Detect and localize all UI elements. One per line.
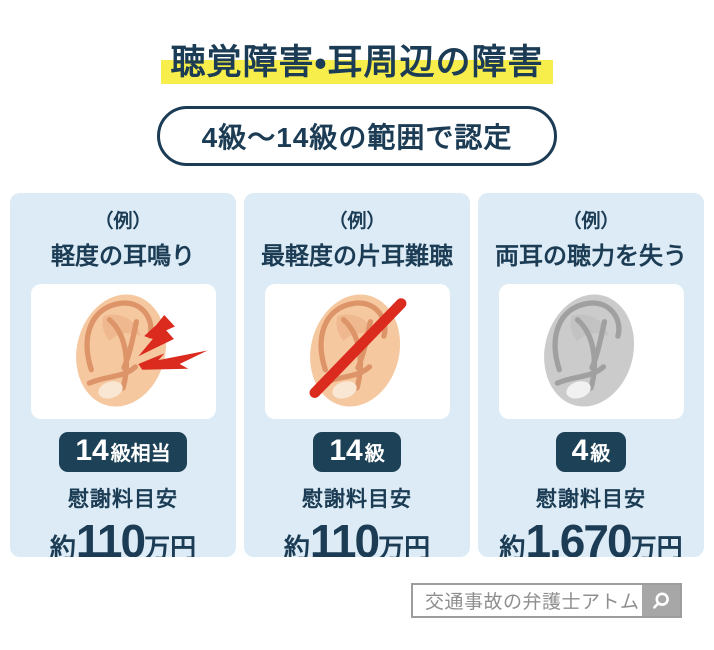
title-highlight-bar <box>160 59 554 84</box>
compensation-amount: 約110万円 <box>10 514 236 557</box>
ear-crossed-icon <box>298 291 412 411</box>
compensation-amount: 約1,670万円 <box>478 514 704 557</box>
example-label: （例） <box>94 210 152 232</box>
grade-badge: 4 級 <box>555 431 627 472</box>
grade-number: 4 <box>571 433 589 467</box>
search-box <box>411 583 682 618</box>
amount-prefix: 約 <box>49 532 76 557</box>
ear-illustration-box <box>498 283 684 419</box>
compensation-amount: 約110万円 <box>244 514 470 557</box>
grade-suffix: 級 <box>364 442 385 465</box>
ear-gray-icon <box>532 291 646 411</box>
header: 聴覚障害・耳周辺の障害 <box>0 0 714 86</box>
ear-tinnitus-icon <box>64 291 208 411</box>
lightning-bolt-icon <box>138 350 208 370</box>
condition-title: 最軽度の片耳難聴 <box>261 242 453 270</box>
condition-title: 軽度の耳鳴り <box>51 242 195 270</box>
grade-suffix: 級 <box>590 442 611 465</box>
lightning-bolt-icon <box>138 315 175 357</box>
red-slash-icon <box>309 298 407 399</box>
magnifier-icon <box>653 591 669 609</box>
range-pill-row: 4級〜14級の範囲で認定 <box>0 105 714 166</box>
search-button[interactable] <box>642 585 680 616</box>
example-label: （例） <box>328 210 386 232</box>
grade-card-one-ear: （例） 最軽度の片耳難聴 14 級 慰謝料目安 約110万円 <box>244 192 470 557</box>
range-pill: 4級〜14級の範囲で認定 <box>156 105 558 166</box>
page-title: 聴覚障害・耳周辺の障害 <box>160 40 554 86</box>
example-label: （例） <box>562 210 620 232</box>
grade-suffix: 級相当 <box>110 442 171 465</box>
grade-badge: 14 級 <box>313 431 401 472</box>
grade-number: 14 <box>329 433 363 467</box>
grade-badge: 14 級相当 <box>59 431 187 472</box>
grade-card-tinnitus: （例） 軽度の耳鳴り 14 級相当 慰謝料目安 約110万円 <box>10 192 236 557</box>
amount-value: 1,670 <box>525 514 632 557</box>
condition-title: 両耳の聴力を失う <box>495 242 687 270</box>
amount-value: 110 <box>309 514 380 557</box>
amount-unit: 万円 <box>378 532 431 557</box>
amount-prefix: 約 <box>499 532 526 557</box>
amount-unit: 万円 <box>144 532 197 557</box>
ear-illustration-box <box>264 283 450 419</box>
amount-unit: 万円 <box>630 532 683 557</box>
grade-card-both-ears: （例） 両耳の聴力を失う 4 級 慰謝料目安 約1,670万円 <box>478 192 704 557</box>
page-title-text: 聴覚障害・耳周辺の障害 <box>170 43 544 82</box>
amount-value: 110 <box>75 514 146 557</box>
compensation-label: 慰謝料目安 <box>536 487 646 511</box>
amount-prefix: 約 <box>283 532 310 557</box>
compensation-label: 慰謝料目安 <box>68 487 178 511</box>
compensation-label: 慰謝料目安 <box>302 487 412 511</box>
ear-illustration-box <box>30 283 216 419</box>
search-input[interactable] <box>413 585 642 616</box>
grade-number: 14 <box>75 433 109 467</box>
grade-cards: （例） 軽度の耳鳴り 14 級相当 慰謝料目安 約110万円 （例） 最軽度の片… <box>0 192 714 557</box>
